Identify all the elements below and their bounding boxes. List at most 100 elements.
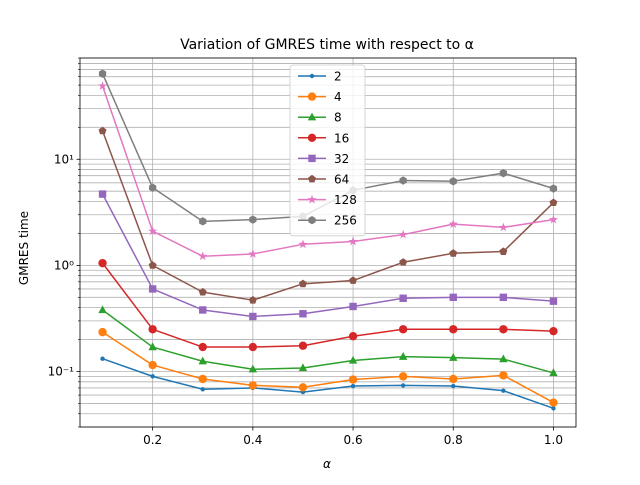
y-tick-label: 10⁻¹	[48, 365, 75, 379]
legend-item-128: 128	[298, 193, 357, 207]
x-tick-label: 0.6	[344, 433, 363, 447]
data-point	[348, 236, 358, 246]
series-line	[101, 130, 554, 301]
legend-label: 64	[334, 173, 349, 187]
data-point	[308, 216, 316, 225]
data-point	[307, 92, 317, 101]
data-point	[399, 258, 408, 266]
data-point	[198, 287, 207, 296]
data-point	[449, 293, 457, 302]
data-point	[298, 341, 308, 350]
data-point	[98, 258, 107, 268]
chart-title: Variation of GMRES time with respect to …	[180, 37, 474, 53]
data-point	[98, 69, 107, 78]
data-point	[309, 73, 315, 79]
data-point	[449, 353, 458, 361]
data-point	[199, 306, 207, 314]
data-point	[148, 285, 157, 293]
data-point	[298, 279, 307, 288]
x-tick-label: 0.4	[243, 433, 262, 447]
series-line	[102, 309, 554, 374]
x-tick-label: 1.0	[544, 433, 563, 447]
series-line	[102, 358, 554, 410]
data-point	[499, 247, 508, 255]
data-point	[98, 126, 107, 135]
data-point	[148, 360, 157, 370]
data-point	[398, 229, 408, 239]
legend-label: 4	[334, 90, 342, 104]
data-point	[100, 356, 105, 361]
y-tick-label: 10⁰	[54, 258, 74, 272]
data-point	[499, 371, 508, 380]
y-tick-label: 10¹	[54, 152, 74, 166]
y-axis-label: GMRES time	[17, 211, 31, 285]
data-point	[398, 325, 408, 334]
data-point	[249, 312, 257, 321]
series-line	[101, 193, 554, 318]
series-128	[97, 81, 559, 261]
series-line	[101, 85, 554, 257]
data-point	[399, 294, 407, 302]
data-point	[148, 342, 157, 351]
data-point	[198, 342, 207, 352]
data-point	[549, 326, 558, 336]
data-point	[307, 194, 317, 204]
data-point	[307, 133, 317, 142]
legend-item-2: 2	[298, 70, 342, 84]
legend-item-32: 32	[298, 152, 349, 166]
data-point	[499, 354, 508, 363]
data-point	[449, 325, 458, 334]
data-point	[449, 177, 457, 186]
series-8	[98, 305, 558, 377]
data-point	[549, 297, 558, 305]
data-point	[298, 383, 308, 392]
data-point	[449, 374, 458, 384]
data-point	[348, 332, 358, 341]
data-point	[98, 305, 107, 314]
data-point	[198, 356, 207, 365]
data-point	[148, 325, 157, 334]
axes-frame	[79, 57, 577, 428]
legend-item-256: 256	[298, 214, 357, 228]
data-point	[449, 249, 458, 257]
series-line	[101, 262, 554, 348]
data-point	[98, 190, 107, 198]
data-point	[248, 342, 258, 352]
data-point	[499, 293, 508, 302]
legend-label: 16	[334, 131, 349, 145]
data-point	[249, 215, 257, 224]
data-point	[248, 364, 258, 373]
data-point	[398, 372, 408, 381]
x-tick-label: 0.2	[143, 433, 162, 447]
legend-item-4: 4	[298, 90, 342, 104]
data-point	[549, 368, 558, 377]
data-point	[298, 239, 308, 249]
data-point	[149, 183, 157, 192]
data-point	[451, 383, 456, 389]
legend-label: 256	[334, 214, 357, 228]
x-axis-label: α	[323, 457, 331, 471]
legend-item-8: 8	[298, 111, 342, 125]
data-point	[150, 374, 155, 379]
x-tick-label: 0.8	[444, 433, 463, 447]
data-point	[298, 363, 308, 372]
data-point	[350, 383, 356, 389]
data-point	[399, 176, 407, 185]
data-point	[308, 174, 316, 183]
series-32	[98, 190, 558, 321]
series-64	[98, 126, 558, 304]
data-point	[448, 219, 458, 228]
legend-label: 32	[334, 152, 349, 166]
data-point	[551, 406, 556, 411]
series-line	[102, 331, 554, 404]
data-point	[498, 222, 508, 232]
data-point	[549, 398, 558, 407]
series-4	[98, 327, 558, 407]
data-point	[349, 276, 358, 284]
data-point	[499, 168, 507, 178]
legend-label: 128	[334, 193, 357, 207]
series-layer	[97, 69, 559, 411]
data-point	[499, 325, 508, 334]
